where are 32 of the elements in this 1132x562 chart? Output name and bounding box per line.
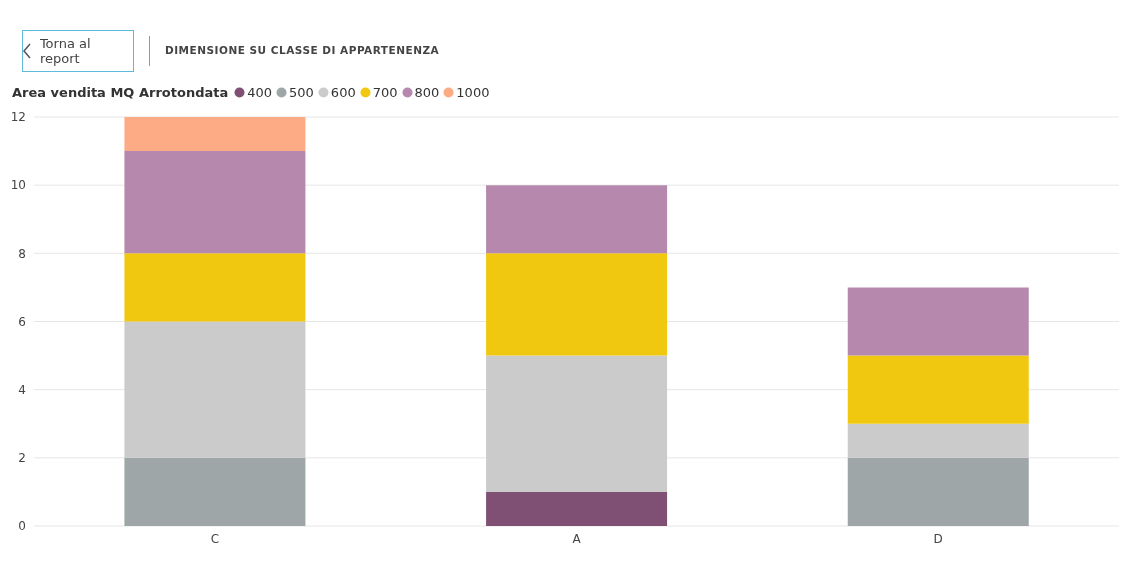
bar (847, 423, 1029, 458)
legend-label: 800 (414, 85, 440, 100)
y-tick-label: 4 (18, 382, 26, 397)
legend-label: 1000 (456, 85, 490, 100)
legend-label: 400 (247, 85, 273, 100)
legend-label: 600 (330, 85, 356, 100)
chart-title: DIMENSIONE SU CLASSE DI APPARTENENZA (165, 44, 440, 56)
bar (124, 321, 306, 458)
y-tick-label: 8 (18, 246, 26, 261)
x-tick-label: C (210, 531, 220, 546)
legend-label: 500 (289, 85, 314, 100)
y-tick-label: 12 (10, 110, 26, 125)
bar (124, 457, 306, 526)
y-tick-label: 2 (18, 451, 26, 466)
y-tick-label: 0 (18, 519, 26, 534)
y-tick-label: 10 (10, 178, 26, 193)
bar (486, 355, 668, 492)
bar (486, 253, 668, 356)
text: Torna al report (39, 36, 92, 66)
x-tick-label: A (572, 531, 582, 546)
bar (847, 355, 1029, 424)
bar (847, 287, 1029, 356)
y-tick-label: 6 (18, 314, 26, 329)
legend-title: Area vendita MQ Arrotondata (12, 85, 229, 100)
bar (486, 185, 668, 254)
legend-label: 700 (372, 85, 398, 100)
bar (847, 457, 1029, 526)
bar (124, 151, 306, 254)
x-tick-label: D (933, 531, 943, 546)
bar (124, 253, 306, 322)
bar (486, 491, 668, 526)
bar (124, 117, 306, 152)
